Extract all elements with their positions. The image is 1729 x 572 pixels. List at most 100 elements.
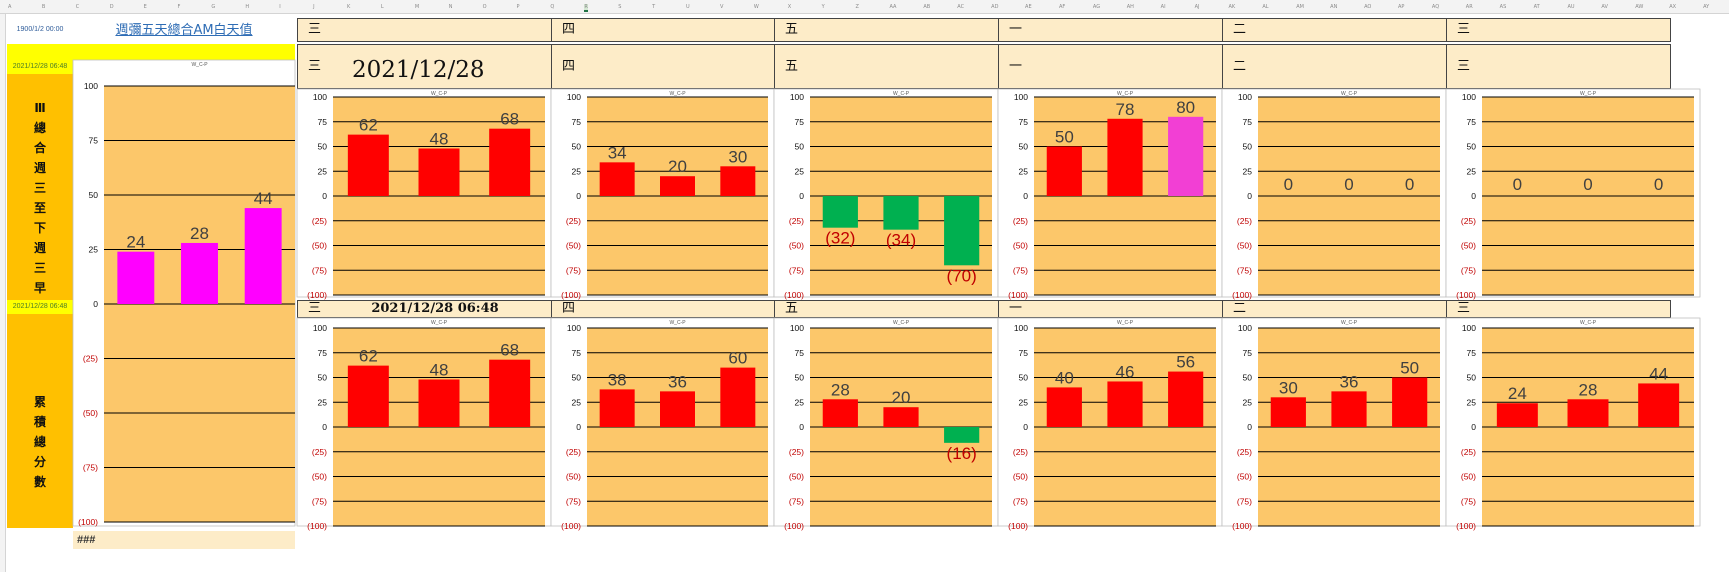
row2-day-3[interactable]: 五 [774, 44, 999, 89]
data-label: 24 [126, 233, 145, 252]
side-label-block-2: 累積總分數 [7, 314, 73, 528]
column-header-an[interactable]: AN [1330, 4, 1338, 10]
row3-day-2[interactable]: 四 [551, 300, 775, 318]
column-header-ak[interactable]: AK [1228, 4, 1236, 10]
column-header-e[interactable]: E [143, 4, 147, 10]
column-header-h[interactable]: H [245, 4, 250, 10]
row3-day-4[interactable]: 一 [998, 300, 1223, 318]
column-header-ax[interactable]: AX [1669, 4, 1677, 10]
row2-day-4[interactable]: 一 [998, 44, 1223, 89]
y-tick-label: (100) [784, 521, 804, 531]
column-header-d[interactable]: D [109, 4, 114, 10]
column-header-ac[interactable]: AC [957, 4, 965, 10]
y-tick-label: (25) [566, 216, 581, 226]
bar [1168, 116, 1204, 196]
row1-day-2[interactable]: 四 [551, 18, 775, 42]
column-header-a[interactable]: A [8, 4, 12, 10]
column-header-aa[interactable]: AA [889, 4, 897, 10]
chart-r1c2: W_C-P 100 75 50 25 0 (25) (50) (75) (100) 34 20 30 [550, 88, 775, 300]
column-header-o[interactable]: O [482, 4, 487, 10]
column-header-ag[interactable]: AG [1092, 4, 1101, 10]
column-header-i[interactable]: I [279, 4, 281, 10]
column-header-x[interactable]: X [787, 4, 792, 10]
column-header-n[interactable]: N [448, 4, 453, 10]
side-date-1[interactable]: 2021/12/28 06:48 [7, 60, 73, 74]
column-header-ah[interactable]: AH [1126, 4, 1134, 10]
column-header-b[interactable]: B [41, 4, 46, 10]
column-header-v[interactable]: V [719, 4, 724, 10]
column-header-ap[interactable]: AP [1397, 4, 1405, 10]
column-header-r[interactable]: R [584, 4, 588, 12]
row2-day-5[interactable]: 二 [1222, 44, 1447, 89]
row1-day-6[interactable]: 三 [1446, 18, 1671, 42]
side-date-2[interactable]: 2021/12/28 06:48 [7, 300, 73, 314]
row2-day-6[interactable]: 三 [1446, 44, 1671, 89]
column-header-m[interactable]: M [414, 4, 420, 10]
hash-cell[interactable]: ### [73, 531, 295, 549]
column-header-j[interactable]: J [313, 4, 315, 10]
column-header-y[interactable]: Y [821, 4, 825, 10]
column-header-p[interactable]: P [516, 4, 520, 10]
column-header-aw[interactable]: AW [1635, 4, 1644, 10]
data-label: 0 [1654, 175, 1663, 194]
column-header-am[interactable]: AM [1296, 4, 1304, 10]
column-header-k[interactable]: K [347, 4, 351, 10]
column-header-ai[interactable]: AI [1160, 4, 1166, 10]
column-header-t[interactable]: T [652, 4, 656, 10]
data-label: 50 [1400, 359, 1419, 378]
row2-day-1[interactable]: 三 [297, 44, 552, 89]
chart-r1c1: W_C-P 100 75 50 25 0 (25) (50) (75) (100) 62 48 68 [296, 88, 552, 300]
column-header-aq[interactable]: AQ [1431, 4, 1440, 10]
row1-day-3[interactable]: 五 [774, 18, 999, 42]
y-tick-label: 75 [1019, 348, 1029, 358]
title-link[interactable]: 週彌五天總合AM白天值 [115, 23, 253, 38]
column-header-al[interactable]: AL [1262, 4, 1269, 10]
column-header-c[interactable]: C [75, 4, 80, 10]
top-date-cell[interactable]: 1900/1/2 00:00 [16, 26, 64, 33]
column-header-av[interactable]: AV [1601, 4, 1608, 10]
y-tick-label: (25) [83, 354, 98, 364]
bar [883, 407, 919, 427]
row2-day-2[interactable]: 四 [551, 44, 775, 89]
column-header-ao[interactable]: AO [1364, 4, 1372, 10]
row3-day-6[interactable]: 三 [1446, 300, 1671, 318]
row1-day-4[interactable]: 一 [998, 18, 1223, 42]
y-tick-label: 100 [1014, 92, 1028, 102]
column-header-ad[interactable]: AD [991, 4, 999, 10]
chart-title: W_C-P [431, 320, 448, 326]
column-header-g[interactable]: G [211, 4, 216, 10]
column-header-as[interactable]: AS [1499, 4, 1507, 10]
column-header-au[interactable]: AU [1567, 4, 1575, 10]
row3-day-5[interactable]: 二 [1222, 300, 1447, 318]
bar [347, 365, 389, 427]
data-label: 20 [668, 157, 687, 176]
y-tick-label: (25) [312, 447, 327, 457]
y-tick-label: 75 [795, 117, 805, 127]
column-header-q[interactable]: Q [550, 4, 555, 10]
row1-day-5[interactable]: 二 [1222, 18, 1447, 42]
column-header-aj[interactable]: AJ [1194, 4, 1200, 10]
column-header-s[interactable]: S [618, 4, 622, 10]
data-label: 60 [728, 349, 747, 368]
column-header-ar[interactable]: AR [1465, 4, 1473, 10]
datetime-small: 2021/12/28 06:48 [371, 301, 499, 316]
row3-day-3[interactable]: 五 [774, 300, 999, 318]
column-header-af[interactable]: AF [1058, 4, 1066, 10]
column-header-ae[interactable]: AE [1025, 4, 1032, 10]
column-header-u[interactable]: U [686, 4, 690, 10]
data-label: 80 [1176, 98, 1195, 117]
side-label-block-1: Ⅲ總合週三至下週三早 [7, 74, 73, 300]
column-header-l[interactable]: L [380, 4, 384, 10]
chart-title: W_C-P [1117, 91, 1134, 97]
row1-day-1[interactable]: 三 [297, 18, 552, 42]
column-header-ab[interactable]: AB [923, 4, 931, 10]
bar [944, 196, 980, 266]
y-tick-label: (25) [1237, 216, 1252, 226]
column-header-f[interactable]: F [177, 4, 181, 10]
column-header-ay[interactable]: AY [1703, 4, 1710, 10]
column-header-at[interactable]: AT [1533, 4, 1540, 10]
column-header-w[interactable]: W [753, 4, 759, 10]
y-tick-label: (75) [566, 265, 581, 275]
row3-day-1[interactable]: 三 [297, 300, 552, 318]
column-header-z[interactable]: Z [855, 4, 859, 10]
